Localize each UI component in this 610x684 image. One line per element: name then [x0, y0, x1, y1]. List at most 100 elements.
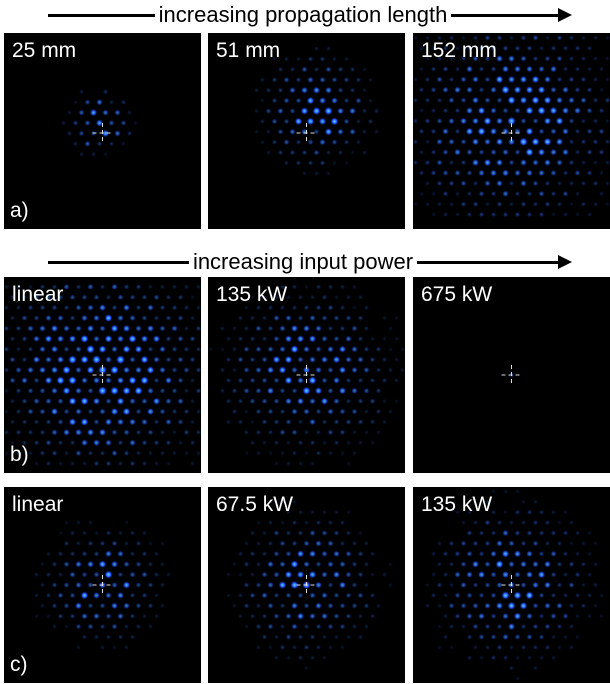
core-spot [531, 137, 540, 147]
core-spot [159, 284, 166, 290]
core-spot [140, 418, 149, 426]
arrow-head [558, 255, 573, 269]
core-spot [249, 294, 256, 300]
core-spot [369, 336, 376, 342]
core-spot [454, 45, 461, 52]
core-spot [442, 634, 449, 640]
core-spot [78, 130, 85, 137]
core-spot [51, 602, 58, 609]
core-spot [80, 314, 89, 322]
core-spot [514, 675, 521, 682]
core-spot [543, 116, 552, 126]
core-spot [243, 561, 250, 568]
core-spot [50, 407, 59, 416]
core-spot [56, 314, 65, 322]
core-spot [436, 55, 443, 62]
core-spot [424, 97, 431, 104]
core-spot [57, 550, 64, 557]
core-spot [592, 76, 599, 83]
core-spot [92, 314, 101, 322]
core-spot [532, 644, 539, 651]
core-spot [265, 149, 272, 156]
core-spot [448, 602, 455, 610]
core-spot [315, 519, 322, 526]
core-spot [501, 148, 510, 156]
core-spot [327, 325, 334, 332]
core-spot [478, 633, 485, 641]
core-spot [177, 314, 184, 322]
core-spot [484, 96, 491, 104]
core-spot [261, 530, 268, 536]
core-spot [478, 86, 485, 94]
core-spot [195, 325, 201, 332]
core-spot [273, 418, 280, 426]
core-spot [586, 530, 593, 536]
core-spot [249, 356, 256, 363]
core-spot [300, 86, 309, 95]
row-label: c) [10, 653, 28, 676]
core-spot [271, 76, 278, 83]
row-caption: increasing propagation length [48, 2, 572, 28]
core-spot [537, 65, 546, 73]
core-spot [424, 55, 431, 62]
core-spot [332, 550, 341, 558]
core-spot [237, 356, 244, 363]
core-spot [459, 117, 468, 125]
core-spot [266, 560, 275, 568]
core-spot [513, 612, 522, 621]
core-spot [538, 592, 545, 599]
core-spot [430, 149, 437, 156]
core-spot [303, 429, 310, 436]
core-spot [477, 169, 486, 177]
core-spot [105, 634, 112, 640]
core-spot [381, 419, 388, 425]
core-spot [532, 34, 539, 42]
core-spot [586, 211, 593, 218]
core-spot [27, 429, 34, 436]
core-spot [381, 356, 388, 363]
core-spot [111, 623, 118, 630]
core-spot [349, 87, 356, 94]
core-spot [580, 561, 587, 568]
core-spot [514, 633, 521, 641]
core-spot [363, 346, 370, 353]
core-spot [333, 509, 340, 516]
core-spot [261, 356, 268, 363]
core-spot [375, 387, 382, 394]
core-spot [104, 355, 113, 364]
core-spot [165, 356, 172, 363]
core-spot [165, 314, 172, 322]
core-spot [430, 592, 437, 599]
core-spot [538, 550, 545, 558]
core-spot [472, 602, 479, 610]
core-spot [51, 623, 58, 630]
core-spot [466, 211, 473, 218]
core-spot [111, 428, 118, 436]
core-spot [91, 354, 102, 365]
core-spot [418, 149, 425, 156]
core-spot [176, 397, 185, 405]
core-spot [574, 530, 581, 536]
core-spot [80, 591, 89, 600]
core-spot [249, 592, 256, 599]
core-spot [513, 571, 522, 579]
core-spot [580, 55, 587, 62]
core-spot [580, 201, 587, 208]
core-spot [327, 283, 334, 290]
core-spot [507, 601, 516, 611]
core-spot [122, 386, 131, 396]
core-spot [219, 367, 226, 373]
core-spot [303, 519, 310, 526]
core-spot [284, 355, 293, 364]
core-spot [387, 346, 394, 352]
core-spot [413, 159, 419, 166]
core-spot [568, 581, 575, 589]
core-spot [448, 540, 455, 547]
core-spot [381, 377, 388, 384]
core-spot [273, 529, 280, 537]
core-spot [387, 582, 394, 588]
core-spot [117, 460, 124, 467]
core-spot [297, 633, 304, 640]
core-spot [393, 336, 400, 342]
core-spot [514, 529, 521, 537]
